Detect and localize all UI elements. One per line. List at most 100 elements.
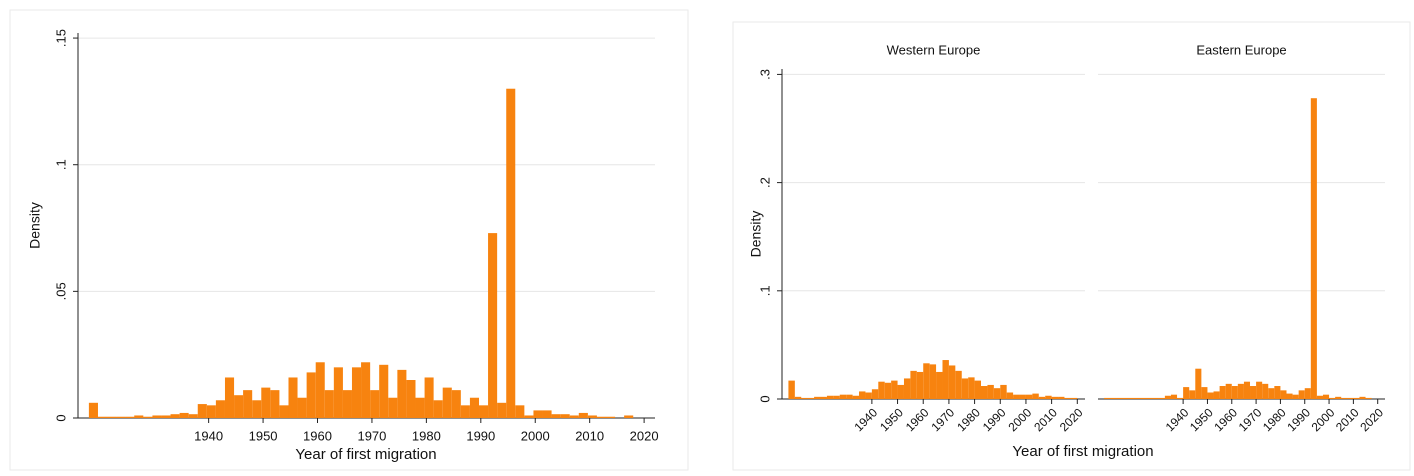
bar	[1051, 396, 1059, 399]
bar	[279, 405, 289, 418]
bar	[424, 377, 434, 418]
bar	[1128, 397, 1135, 399]
bar	[206, 405, 216, 418]
bar	[910, 370, 917, 399]
bar	[1353, 397, 1360, 399]
bar	[1195, 368, 1202, 399]
bar	[351, 367, 362, 418]
bar	[170, 414, 180, 418]
y-tick-label: .1	[53, 159, 68, 170]
bar	[215, 400, 225, 418]
bar	[1298, 390, 1305, 399]
bar	[524, 415, 534, 418]
bar	[1219, 386, 1226, 399]
bar	[794, 396, 802, 399]
bar	[1341, 397, 1348, 399]
bar	[506, 88, 516, 418]
bar	[234, 395, 244, 418]
x-tick-label: 2010	[575, 428, 604, 443]
bar	[1122, 397, 1129, 399]
bar	[1213, 391, 1220, 399]
y-tick-label: .05	[53, 282, 68, 300]
bar	[469, 397, 480, 418]
bar	[143, 416, 153, 418]
bar	[948, 365, 956, 399]
bar	[1116, 397, 1123, 399]
bar	[961, 378, 969, 399]
bar	[333, 367, 343, 418]
y-tick-label: .2	[757, 177, 772, 188]
bar	[1140, 397, 1147, 399]
bar	[606, 416, 616, 418]
bar	[324, 390, 334, 418]
bar	[1177, 397, 1184, 399]
bar	[801, 397, 808, 399]
bar	[968, 377, 975, 399]
bar	[916, 371, 924, 399]
bar	[569, 415, 579, 418]
bar	[1013, 394, 1020, 399]
bar	[497, 402, 507, 418]
bar	[406, 380, 416, 418]
bar	[596, 416, 607, 418]
bar	[1268, 388, 1275, 399]
bar	[361, 362, 371, 418]
bar	[297, 397, 307, 418]
bar	[955, 370, 962, 399]
x-tick-label: 1970	[357, 428, 386, 443]
bar	[1310, 98, 1317, 400]
bar	[1304, 388, 1311, 399]
bar	[987, 384, 994, 399]
bar	[560, 414, 570, 418]
panel-title: Western Europe	[887, 42, 981, 57]
bar	[1158, 397, 1165, 399]
x-tick-label: 1940	[194, 428, 223, 443]
bar	[891, 380, 898, 399]
bar	[134, 415, 144, 418]
bar	[974, 380, 982, 399]
bar	[224, 377, 235, 418]
bar	[1045, 395, 1052, 399]
bar	[179, 412, 189, 418]
y-tick-label: .1	[757, 285, 772, 296]
bar	[116, 416, 126, 418]
bar	[884, 382, 892, 399]
bar	[442, 387, 452, 418]
bar	[1032, 393, 1039, 399]
bar	[807, 397, 815, 399]
bar	[1347, 397, 1354, 399]
y-axis-label: Density	[27, 202, 43, 249]
bar	[936, 371, 943, 399]
bar	[1201, 387, 1208, 399]
right-panel-frame	[732, 21, 1411, 471]
bar	[1110, 397, 1117, 399]
bar	[488, 233, 498, 418]
bar	[788, 380, 795, 399]
bar	[1170, 394, 1178, 399]
bar	[859, 391, 866, 399]
bar	[1146, 397, 1153, 399]
bar	[1365, 397, 1372, 399]
bar	[1231, 386, 1238, 399]
bar	[515, 405, 525, 418]
bar	[261, 387, 271, 418]
x-tick-label: 1950	[249, 428, 278, 443]
bar	[578, 412, 588, 418]
bar	[929, 364, 937, 399]
bar	[942, 360, 949, 399]
bar	[1019, 394, 1026, 399]
bar	[839, 394, 847, 399]
bar	[1070, 397, 1078, 399]
bar	[1225, 383, 1232, 399]
bar	[188, 414, 198, 418]
bar	[1207, 392, 1214, 399]
bar	[1025, 394, 1033, 399]
bar	[1000, 384, 1007, 399]
bar	[1104, 397, 1111, 399]
bar	[814, 396, 821, 399]
bar	[993, 388, 1001, 399]
bar	[97, 416, 108, 418]
bar	[1250, 386, 1257, 399]
bar	[542, 410, 552, 418]
